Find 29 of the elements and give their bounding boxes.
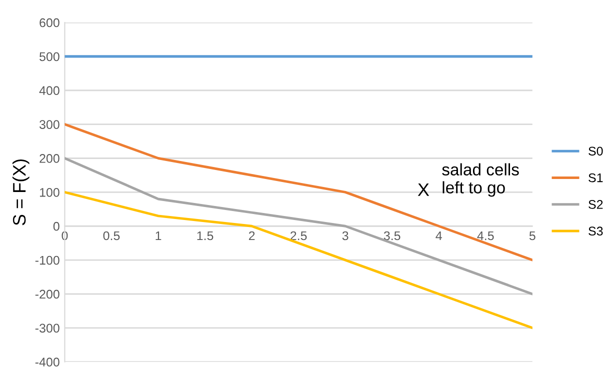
legend-label: S1 [588, 173, 603, 182]
x-tick-label: 2.5 [290, 231, 307, 240]
x-tick-label: 2 [248, 231, 255, 240]
annotation: salad cells left to go [442, 163, 519, 197]
y-tick-label: -200 [35, 290, 60, 299]
y-tick-label: 500 [40, 52, 60, 62]
annotation: X [418, 183, 430, 196]
x-tick-label: 1 [156, 231, 162, 240]
x-tick-label: 3 [342, 231, 348, 240]
x-tick-label: 1.5 [197, 231, 214, 240]
y-tick-label: 600 [40, 18, 60, 28]
x-tick-label: 4.5 [477, 231, 494, 240]
y-tick-label: 200 [40, 154, 60, 163]
x-tick-label: 4 [436, 231, 442, 240]
x-tick-label: 5 [529, 231, 536, 240]
y-tick-label: 400 [39, 86, 60, 96]
x-tick-label: 0 [62, 231, 68, 240]
y-tick-label: 300 [39, 120, 60, 129]
y-axis-title: S = F(X) [12, 159, 30, 226]
y-tick-label: 0 [53, 222, 60, 231]
y-tick-label: -300 [35, 324, 60, 333]
x-tick-label: 3.5 [384, 231, 400, 240]
legend-label: S0 [588, 146, 603, 156]
x-tick-label: 0.5 [103, 231, 120, 240]
y-tick-label: -400 [35, 358, 60, 367]
legend-label: S2 [588, 200, 603, 209]
legend-label: S3 [588, 226, 603, 236]
y-tick-label: 100 [40, 188, 60, 197]
y-tick-label: -100 [35, 256, 60, 265]
